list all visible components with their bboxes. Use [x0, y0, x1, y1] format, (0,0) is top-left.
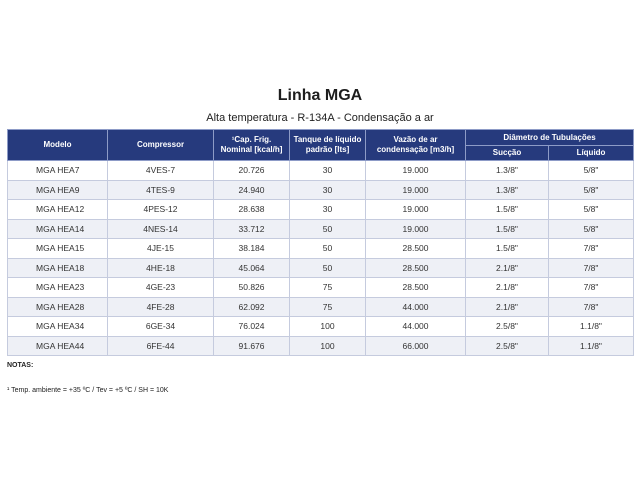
cell-liquido: 5/8" [547, 199, 635, 220]
table-row: MGA HEA23 4GE-23 50.826 75 28.500 2.1/8"… [7, 277, 635, 298]
cell-vazao: 44.000 [365, 316, 466, 337]
footnote: ¹ Temp. ambiente = +35 ºC / Tev = +5 ºC … [7, 387, 169, 394]
cell-modelo: MGA HEA28 [7, 297, 108, 317]
cell-cap-frig: 76.024 [213, 316, 290, 337]
cell-tanque: 75 [289, 277, 366, 298]
cell-succao: 2.5/8" [465, 316, 549, 337]
cell-vazao: 44.000 [365, 297, 466, 317]
table-row: MGA HEA34 6GE-34 76.024 100 44.000 2.5/8… [7, 316, 635, 337]
cell-modelo: MGA HEA15 [7, 238, 108, 259]
cell-cap-frig: 24.940 [213, 180, 290, 200]
cell-modelo: MGA HEA18 [7, 258, 108, 278]
page-title: Linha MGA [277, 87, 363, 104]
spec-table: Modelo Compressor ¹Cap. Frig. Nominal [k… [7, 129, 635, 356]
cell-cap-frig: 62.092 [213, 297, 290, 317]
cell-liquido: 1.1/8" [547, 336, 635, 356]
table-row: MGA HEA44 6FE-44 91.676 100 66.000 2.5/8… [7, 336, 635, 356]
cell-vazao: 19.000 [365, 160, 466, 181]
cell-compressor: 4VES-7 [107, 160, 214, 181]
cell-succao: 2.1/8" [465, 297, 549, 317]
header-vazao: Vazão de ar condensação [m3/h] [365, 129, 466, 161]
header-diametro: Diâmetro de Tubulações [464, 129, 635, 146]
cell-tanque: 30 [289, 199, 366, 220]
table-row: MGA HEA9 4TES-9 24.940 30 19.000 1.3/8" … [7, 180, 635, 200]
header-compressor: Compressor [107, 129, 214, 161]
cell-compressor: 6GE-34 [107, 316, 214, 337]
cell-succao: 1.5/8" [465, 199, 549, 220]
cell-tanque: 30 [289, 160, 366, 181]
table-row: MGA HEA28 4FE-28 62.092 75 44.000 2.1/8"… [7, 297, 635, 317]
table-row: MGA HEA18 4HE-18 45.064 50 28.500 2.1/8"… [7, 258, 635, 278]
cell-liquido: 5/8" [547, 160, 635, 181]
notes-title: NOTAS: [7, 362, 34, 369]
cell-liquido: 1.1/8" [547, 316, 635, 337]
table-row: MGA HEA15 4JE-15 38.184 50 28.500 1.5/8"… [7, 238, 635, 259]
cell-compressor: 6FE-44 [107, 336, 214, 356]
cell-modelo: MGA HEA7 [7, 160, 108, 181]
cell-modelo: MGA HEA9 [7, 180, 108, 200]
cell-modelo: MGA HEA23 [7, 277, 108, 298]
table-header: Modelo Compressor ¹Cap. Frig. Nominal [k… [7, 129, 635, 161]
header-tanque: Tanque de líquido padrão [lts] [289, 129, 366, 161]
cell-tanque: 75 [289, 297, 366, 317]
cell-vazao: 28.500 [365, 238, 466, 259]
table-row: MGA HEA7 4VES-7 20.726 30 19.000 1.3/8" … [7, 160, 635, 181]
cell-tanque: 100 [289, 336, 366, 356]
cell-succao: 1.5/8" [465, 219, 549, 239]
cell-compressor: 4HE-18 [107, 258, 214, 278]
cell-succao: 1.5/8" [465, 238, 549, 259]
cell-tanque: 30 [289, 180, 366, 200]
cell-succao: 2.1/8" [465, 258, 549, 278]
table-body: MGA HEA7 4VES-7 20.726 30 19.000 1.3/8" … [7, 160, 635, 356]
cell-liquido: 5/8" [547, 180, 635, 200]
cell-modelo: MGA HEA34 [7, 316, 108, 337]
cell-vazao: 66.000 [365, 336, 466, 356]
cell-cap-frig: 91.676 [213, 336, 290, 356]
cell-vazao: 28.500 [365, 277, 466, 298]
cell-tanque: 100 [289, 316, 366, 337]
cell-succao: 1.3/8" [465, 180, 549, 200]
cell-liquido: 5/8" [547, 219, 635, 239]
cell-cap-frig: 38.184 [213, 238, 290, 259]
cell-compressor: 4TES-9 [107, 180, 214, 200]
cell-vazao: 19.000 [365, 180, 466, 200]
cell-cap-frig: 50.826 [213, 277, 290, 298]
cell-vazao: 28.500 [365, 258, 466, 278]
table-row: MGA HEA14 4NES-14 33.712 50 19.000 1.5/8… [7, 219, 635, 239]
cell-liquido: 7/8" [547, 297, 635, 317]
cell-compressor: 4FE-28 [107, 297, 214, 317]
cell-cap-frig: 28.638 [213, 199, 290, 220]
cell-succao: 2.5/8" [465, 336, 549, 356]
cell-vazao: 19.000 [365, 219, 466, 239]
cell-compressor: 4NES-14 [107, 219, 214, 239]
page-subtitle: Alta temperatura - R-134A - Condensação … [206, 112, 434, 124]
cell-cap-frig: 33.712 [213, 219, 290, 239]
cell-liquido: 7/8" [547, 258, 635, 278]
header-liquido: Líquido [547, 145, 635, 161]
cell-compressor: 4PES-12 [107, 199, 214, 220]
cell-succao: 1.3/8" [465, 160, 549, 181]
cell-succao: 2.1/8" [465, 277, 549, 298]
cell-vazao: 19.000 [365, 199, 466, 220]
cell-tanque: 50 [289, 238, 366, 259]
cell-modelo: MGA HEA44 [7, 336, 108, 356]
cell-liquido: 7/8" [547, 277, 635, 298]
cell-compressor: 4GE-23 [107, 277, 214, 298]
cell-liquido: 7/8" [547, 238, 635, 259]
header-modelo: Modelo [7, 129, 108, 161]
cell-tanque: 50 [289, 258, 366, 278]
cell-cap-frig: 20.726 [213, 160, 290, 181]
cell-cap-frig: 45.064 [213, 258, 290, 278]
header-cap-frig: ¹Cap. Frig. Nominal [kcal/h] [213, 129, 290, 161]
cell-modelo: MGA HEA12 [7, 199, 108, 220]
table-row: MGA HEA12 4PES-12 28.638 30 19.000 1.5/8… [7, 199, 635, 220]
cell-tanque: 50 [289, 219, 366, 239]
header-succao: Sucção [465, 145, 549, 161]
cell-modelo: MGA HEA14 [7, 219, 108, 239]
cell-compressor: 4JE-15 [107, 238, 214, 259]
